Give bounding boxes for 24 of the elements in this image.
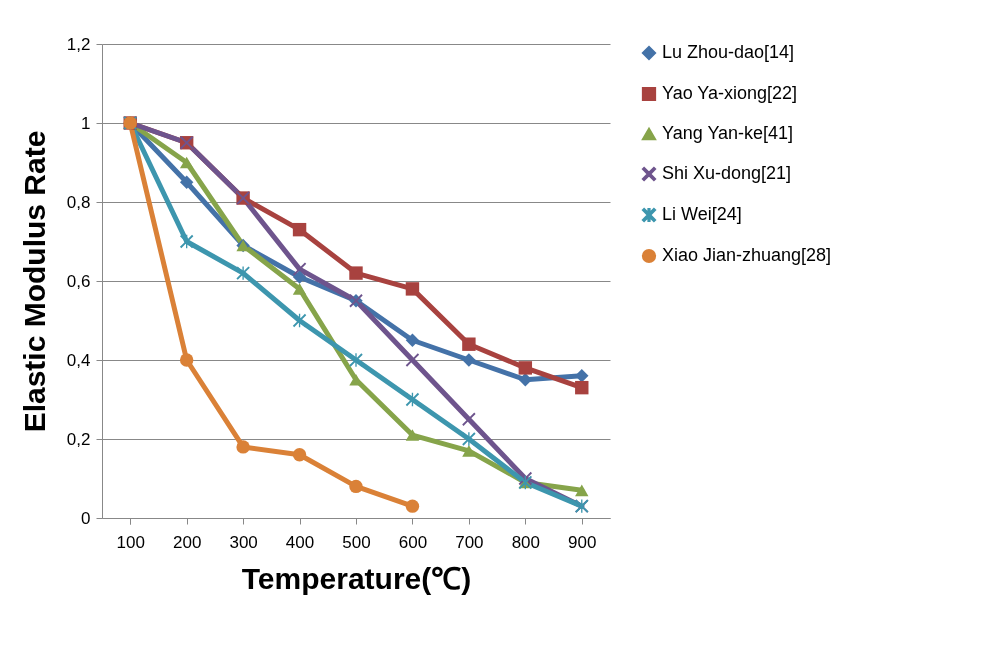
x-tick-label: 700 bbox=[455, 532, 484, 552]
y-tick-label: 1 bbox=[81, 113, 91, 133]
y-tick-label: 0,6 bbox=[66, 271, 91, 291]
legend-label: Li Wei[24] bbox=[662, 204, 742, 224]
x-tick-label: 500 bbox=[342, 532, 371, 552]
x-tick-label: 200 bbox=[172, 532, 202, 552]
y-tick-label: 0 bbox=[81, 508, 91, 528]
legend-label: Yang Yan-ke[41] bbox=[662, 123, 794, 143]
x-axis-title: Temperature(℃) bbox=[241, 561, 472, 595]
x-tick-label: 300 bbox=[229, 532, 258, 552]
legend-label: Xiao Jian-zhuang[28] bbox=[662, 245, 832, 265]
legend-label: Shi Xu-dong[21] bbox=[662, 163, 792, 183]
x-tick-label: 100 bbox=[116, 532, 145, 552]
y-tick-label: 1,2 bbox=[66, 34, 91, 54]
y-tick-label: 0,2 bbox=[66, 429, 91, 449]
x-tick-label: 400 bbox=[285, 532, 315, 552]
y-tick-label: 0,8 bbox=[66, 192, 91, 212]
x-tick-label: 800 bbox=[511, 532, 541, 552]
y-axis-title: Elastic Modulus Rate bbox=[17, 130, 51, 433]
y-tick-label: 0,4 bbox=[66, 350, 91, 370]
x-tick-label: 900 bbox=[568, 532, 597, 552]
legend-label: Lu Zhou-dao[14] bbox=[662, 42, 795, 62]
x-tick-label: 600 bbox=[398, 532, 428, 552]
legend-label: Yao Ya-xiong[22] bbox=[662, 83, 798, 103]
